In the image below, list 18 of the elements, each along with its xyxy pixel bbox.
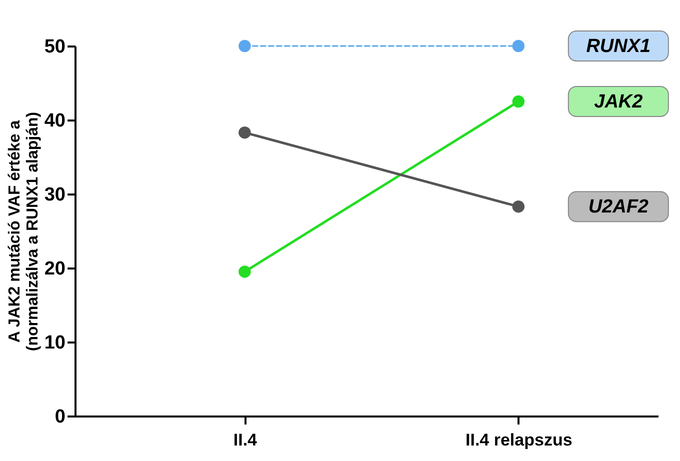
x-tick-label: II.4 relapszus	[466, 430, 572, 450]
text: JAK2	[594, 92, 644, 112]
point	[512, 95, 525, 108]
y-tick-label: 20	[44, 258, 66, 280]
y-tick-label: 50	[44, 36, 66, 58]
y-tick-label: 30	[44, 184, 66, 206]
text: RUNX1	[586, 36, 651, 57]
point	[238, 40, 251, 52]
text: U2AF2	[588, 196, 649, 218]
y-axis-title: A JAK2 mutáció VAF értéke a (normalizálva a RUNX1 alapján)	[6, 112, 42, 352]
point	[238, 266, 251, 278]
y-tick-label: 40	[44, 110, 66, 132]
x-tick-label: II.4	[233, 430, 258, 450]
point	[238, 126, 251, 139]
y-tick-label: 10	[44, 332, 66, 354]
point	[512, 200, 525, 213]
y-tick-label: 0	[54, 406, 66, 428]
point	[512, 40, 525, 52]
